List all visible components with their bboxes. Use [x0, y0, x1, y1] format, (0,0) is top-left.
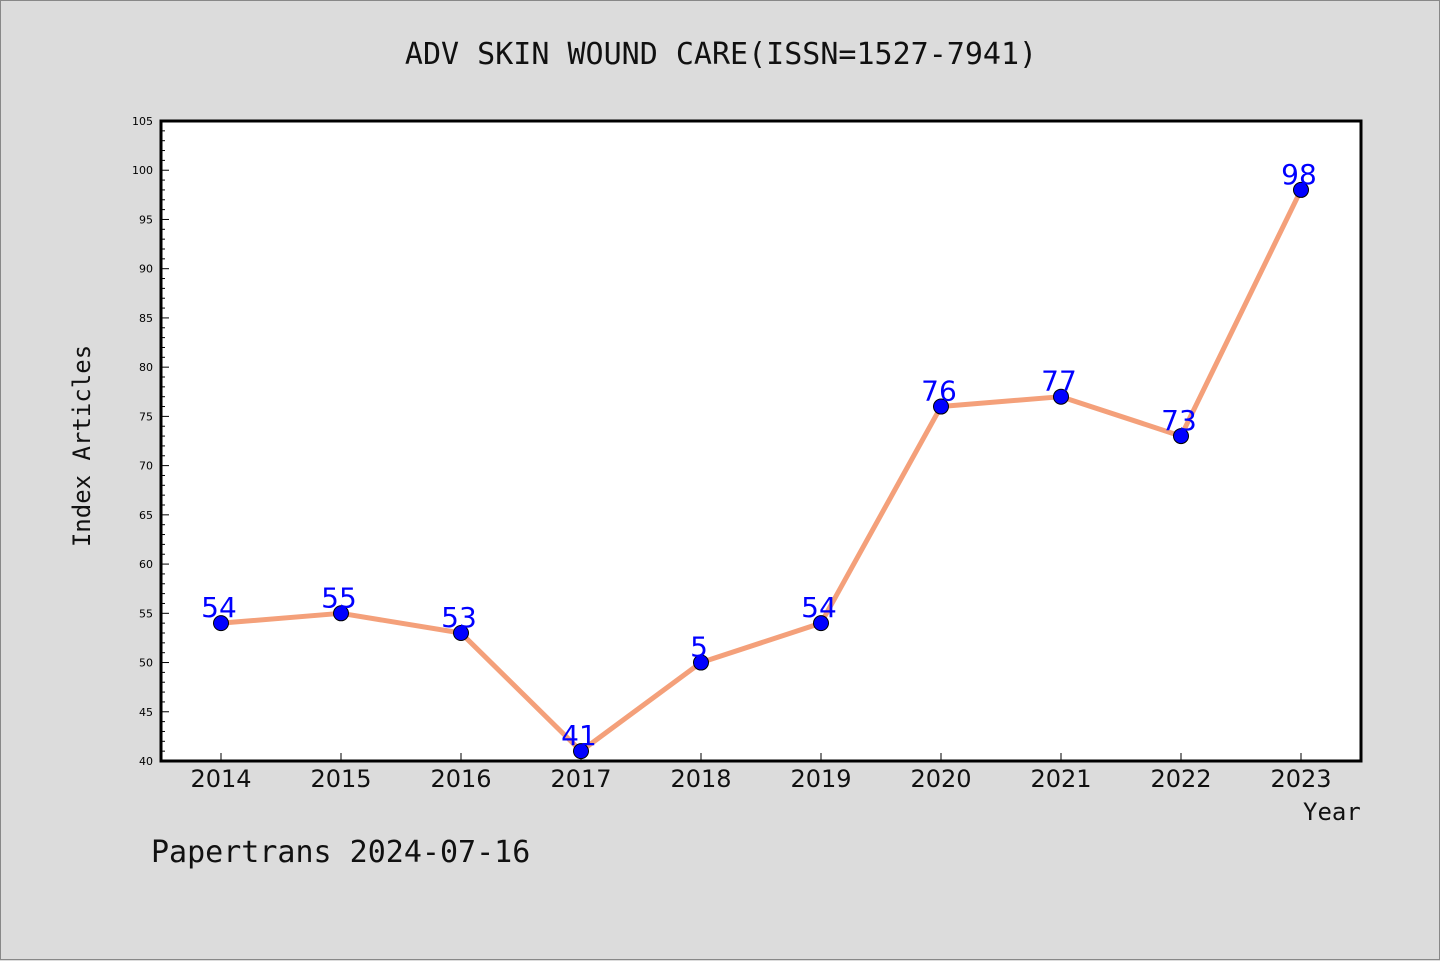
data-point	[1293, 181, 1309, 198]
data-point	[333, 605, 349, 622]
y-tick-label: 100	[132, 164, 153, 177]
y-tick-label: 55	[139, 607, 153, 620]
series-line	[218, 187, 1304, 754]
x-axis-label: Year	[1303, 798, 1361, 826]
y-tick-label: 85	[139, 312, 153, 325]
y-tick-label: 95	[139, 213, 153, 226]
x-tick-label: 2014	[190, 765, 251, 793]
data-label: 55	[321, 581, 357, 614]
footer-credit: Papertrans 2024-07-16	[151, 835, 531, 870]
data-point	[813, 615, 829, 632]
data-point	[213, 615, 229, 632]
x-tick-label: 2018	[670, 765, 731, 793]
y-tick-label: 90	[139, 263, 153, 276]
data-label: 5	[690, 631, 708, 664]
y-tick-label: 70	[139, 460, 153, 473]
data-point	[933, 398, 949, 415]
data-label: 53	[441, 601, 477, 634]
data-point	[1173, 428, 1189, 445]
y-tick-label: 50	[139, 657, 153, 670]
x-tick-label: 2021	[1030, 765, 1091, 793]
plot-area	[161, 121, 1361, 761]
y-tick-label: 40	[139, 755, 153, 768]
y-tick-label: 75	[139, 410, 153, 423]
chart-title: ADV SKIN WOUND CARE(ISSN=1527-7941)	[404, 37, 1038, 72]
data-point	[693, 654, 709, 671]
data-point	[573, 743, 589, 760]
data-label: 98	[1281, 158, 1317, 191]
x-tick-label: 2016	[430, 765, 491, 793]
data-point	[453, 625, 469, 641]
data-label: 73	[1161, 404, 1197, 437]
data-label: 76	[921, 375, 957, 408]
y-tick-label: 65	[139, 509, 153, 522]
data-label: 54	[801, 591, 837, 624]
y-tick-label: 45	[139, 706, 153, 719]
data-point	[1053, 388, 1069, 405]
data-label: 77	[1041, 365, 1077, 398]
y-tick-label: 60	[139, 558, 153, 571]
y-tick-label: 80	[139, 361, 153, 374]
x-tick-label: 2022	[1150, 765, 1211, 793]
x-tick-label: 2015	[310, 765, 371, 793]
plot-border	[159, 119, 1363, 763]
x-tick-label: 2019	[790, 765, 851, 793]
data-label: 41	[561, 719, 597, 752]
x-tick-label: 2017	[550, 765, 611, 793]
x-tick-label: 2020	[910, 765, 971, 793]
y-tick-label: 105	[132, 115, 153, 128]
data-label: 54	[201, 591, 237, 624]
x-tick-label: 2023	[1270, 765, 1331, 793]
